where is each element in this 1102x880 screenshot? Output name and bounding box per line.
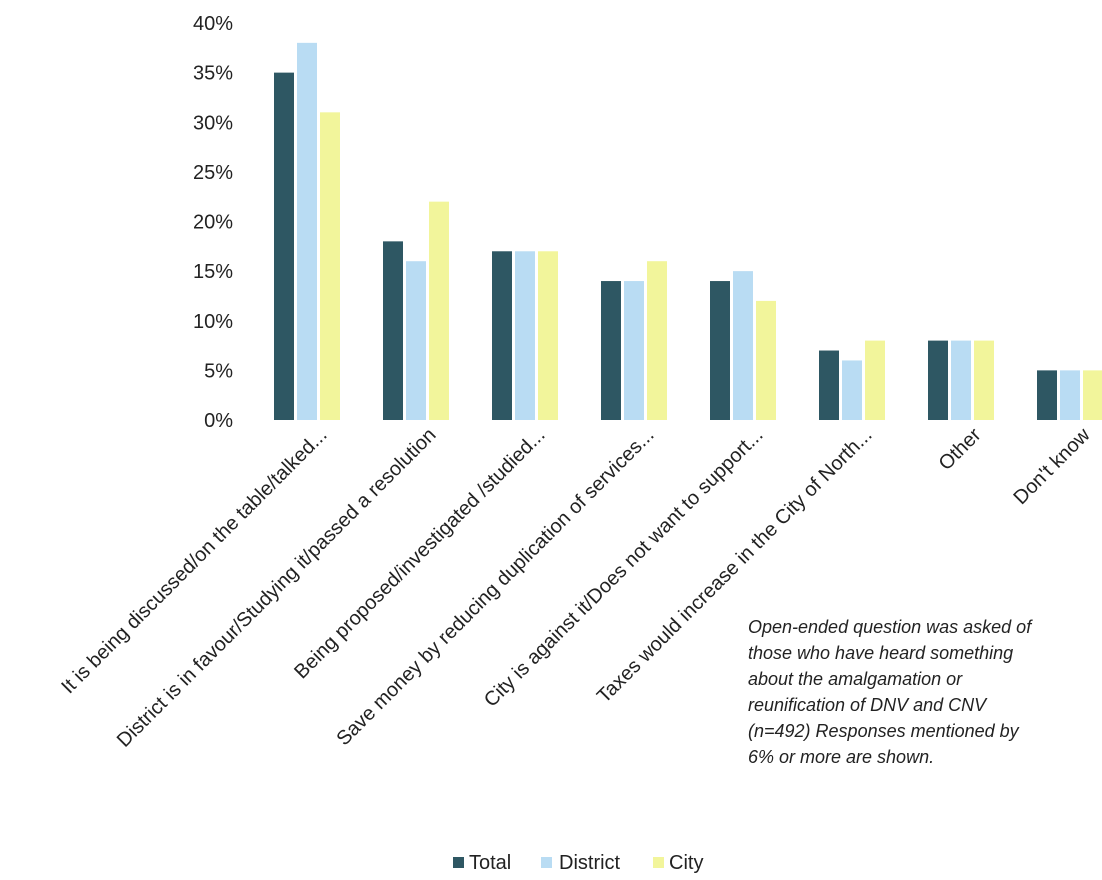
- y-axis: 0% 5% 10% 15% 20% 25% 30% 35% 40%: [193, 13, 233, 432]
- bar-city: [429, 201, 449, 420]
- x-category-label: Being proposed/investigated /studied...: [290, 424, 549, 683]
- x-category-label: Other: [935, 424, 986, 475]
- legend: Total District City: [453, 852, 703, 874]
- y-tick-label: 10%: [193, 311, 233, 333]
- bars-group: [274, 42, 1102, 420]
- legend-label-district: District: [559, 852, 621, 874]
- legend-swatch-district: [541, 857, 552, 868]
- legend-swatch-total: [453, 857, 464, 868]
- bar-total: [819, 350, 839, 420]
- bar-city: [1083, 370, 1102, 420]
- bar-district: [515, 251, 535, 420]
- bar-total: [274, 72, 294, 420]
- bar-total: [928, 340, 948, 420]
- bar-district: [733, 271, 753, 420]
- note-line: (n=492) Responses mentioned by: [748, 721, 1019, 741]
- bar-city: [320, 112, 340, 420]
- y-tick-label: 15%: [193, 261, 233, 283]
- bar-district: [1060, 370, 1080, 420]
- chart-note: Open-ended question was asked of those w…: [748, 614, 1098, 770]
- bar-district: [842, 360, 862, 420]
- bar-city: [538, 251, 558, 420]
- bar-total: [492, 251, 512, 420]
- y-tick-label: 20%: [193, 212, 233, 234]
- x-category-label: Don't know: [1009, 424, 1094, 509]
- bar-total: [601, 281, 621, 420]
- bar-district: [406, 261, 426, 420]
- y-tick-label: 35%: [193, 63, 233, 85]
- note-line: those who have heard something: [748, 643, 1014, 663]
- bar-district: [297, 42, 317, 420]
- note-line: 6% or more are shown.: [748, 747, 935, 767]
- bar-city: [865, 340, 885, 420]
- bar-total: [710, 281, 730, 420]
- y-tick-label: 5%: [204, 360, 233, 382]
- bar-district: [624, 281, 644, 420]
- bar-city: [756, 300, 776, 420]
- note-line: Open-ended question was asked of: [748, 617, 1032, 637]
- note-line: about the amalgamation or: [748, 669, 963, 689]
- y-tick-label: 25%: [193, 162, 233, 184]
- bar-city: [647, 261, 667, 420]
- bar-district: [951, 340, 971, 420]
- y-tick-label: 30%: [193, 112, 233, 134]
- y-tick-label: 40%: [193, 13, 233, 35]
- bar-city: [974, 340, 994, 420]
- bar-total: [383, 241, 403, 420]
- legend-label-total: Total: [469, 852, 511, 874]
- legend-swatch-city: [653, 857, 664, 868]
- legend-label-city: City: [669, 852, 703, 874]
- y-tick-label: 0%: [204, 410, 233, 432]
- bar-total: [1037, 370, 1057, 420]
- note-line: reunification of DNV and CNV: [748, 695, 987, 715]
